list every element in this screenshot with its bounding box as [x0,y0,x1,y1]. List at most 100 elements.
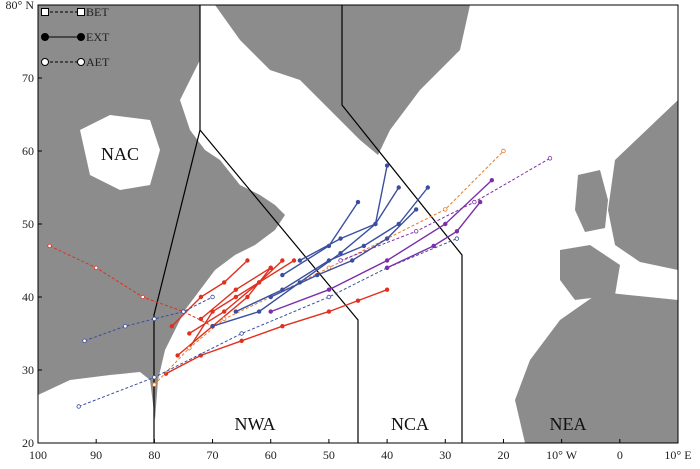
track-point [326,243,332,249]
boundary [341,5,463,443]
track [340,157,551,261]
track-point [256,280,262,285]
track-point [175,353,180,358]
track-point [233,309,239,314]
track-point [268,265,273,270]
track-point [93,265,99,270]
track-point [443,207,448,212]
track-point [396,221,401,227]
track-point [338,258,343,263]
track-point [245,294,250,300]
track-point [291,258,297,263]
track-point [477,199,483,205]
legend-label: BET [86,5,109,19]
track-point [221,309,227,314]
track-point [472,199,477,205]
track-point [326,309,332,314]
track-point [384,258,390,263]
x-tick-label: 0 [617,448,623,462]
region-label: NWA [235,414,276,434]
track-point [239,331,244,336]
x-tick-label: 10° E [664,448,691,462]
track-point [413,229,419,234]
legend-marker [77,33,85,41]
track-point [198,294,204,300]
track-point [384,236,390,241]
track-point [413,207,419,212]
track-point [425,185,431,190]
track-point [280,258,285,263]
boundary [199,129,359,443]
track-point [210,294,215,300]
track-point [268,294,273,300]
track-point [326,294,332,300]
track-point [384,287,390,292]
legend-marker [41,58,49,66]
track [235,187,429,313]
x-tick-label: 40 [381,448,393,462]
legend-marker [41,8,49,16]
x-tick-label: 70 [207,448,219,462]
x-tick-label: 50 [323,448,335,462]
track [188,259,295,335]
track-point [245,258,250,263]
track [386,201,481,269]
track-point [187,345,192,351]
track [171,259,248,327]
track-point [181,309,186,314]
track-point [47,243,52,249]
track-point [233,287,239,292]
x-tick-label: 30 [439,448,451,462]
track-point [256,309,262,314]
north-america [38,5,285,420]
track-point [326,258,332,263]
hudson-bay [80,115,160,190]
region-label: NEA [550,414,587,434]
track-point [187,331,192,336]
y-tick-label: 80° N [6,0,35,12]
track-point [221,316,227,322]
track-point [355,199,361,205]
y-tick-label: 20 [22,436,34,450]
region-label: NCA [391,414,429,434]
track-point [431,243,436,249]
track-point [454,229,460,234]
legend-marker [77,8,85,16]
track-point [233,294,239,300]
x-tick-label: 20 [497,448,509,462]
legend-marker [77,58,85,66]
tracks [47,148,553,409]
y-tick-label: 30 [22,363,34,377]
track-point [169,324,175,329]
track-point [373,221,378,227]
track-point [454,236,460,241]
y-tick-label: 60 [22,144,34,158]
x-tick-label: 90 [90,448,102,462]
track-point [140,294,145,300]
track-point [384,265,390,270]
track-point [361,243,367,249]
british-isles [575,170,608,232]
track-point [239,338,244,343]
track-point [152,382,157,387]
y-tick-label: 50 [22,217,34,231]
track-point [76,404,81,409]
track [212,187,400,327]
track-point [547,156,553,161]
track-point [489,177,495,183]
track-point [501,148,506,154]
y-tick-label: 70 [22,71,34,85]
track-point [326,287,332,292]
track-point [152,316,157,322]
africa [515,292,678,443]
track-point [384,163,390,168]
track-point [210,324,215,329]
iberia [560,245,620,300]
legend-label: EXT [86,30,110,44]
track-point [315,272,320,278]
track-point [280,272,285,278]
track-point [82,338,87,343]
track-point [297,258,303,263]
track-point [349,258,355,263]
legend: BET EXT AET [41,5,110,69]
